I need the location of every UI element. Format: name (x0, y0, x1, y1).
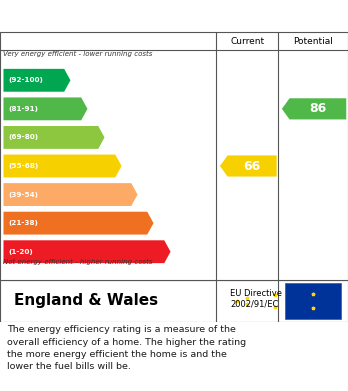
Text: G: G (171, 245, 182, 258)
Text: A: A (71, 74, 81, 87)
Text: F: F (154, 217, 163, 230)
Polygon shape (220, 156, 277, 177)
Bar (285, 283, 341, 319)
Polygon shape (3, 240, 171, 263)
Text: (81-91): (81-91) (9, 106, 39, 112)
Text: B: B (88, 102, 98, 115)
Text: (1-20): (1-20) (9, 249, 33, 255)
Text: Current: Current (230, 36, 264, 45)
Text: (21-38): (21-38) (9, 220, 39, 226)
Text: Potential: Potential (293, 36, 333, 45)
Text: (55-68): (55-68) (9, 163, 39, 169)
Text: 66: 66 (244, 160, 261, 172)
Polygon shape (3, 154, 121, 178)
Text: Not energy efficient - higher running costs: Not energy efficient - higher running co… (3, 259, 153, 265)
Text: C: C (105, 131, 114, 144)
Text: (39-54): (39-54) (9, 192, 39, 197)
Text: EU Directive
2002/91/EC: EU Directive 2002/91/EC (230, 289, 282, 309)
Text: England & Wales: England & Wales (14, 294, 158, 308)
Text: Very energy efficient - lower running costs: Very energy efficient - lower running co… (3, 51, 153, 57)
Polygon shape (3, 97, 87, 120)
Polygon shape (3, 69, 70, 92)
Text: 86: 86 (309, 102, 326, 115)
Text: (69-80): (69-80) (9, 135, 39, 140)
Polygon shape (282, 98, 346, 119)
Text: Energy Efficiency Rating: Energy Efficiency Rating (69, 9, 279, 23)
Polygon shape (3, 183, 137, 206)
Text: D: D (122, 160, 133, 172)
Text: The energy efficiency rating is a measure of the
overall efficiency of a home. T: The energy efficiency rating is a measur… (7, 325, 246, 371)
Polygon shape (3, 212, 153, 235)
Polygon shape (3, 126, 104, 149)
Text: E: E (138, 188, 147, 201)
Text: (92-100): (92-100) (9, 77, 44, 83)
